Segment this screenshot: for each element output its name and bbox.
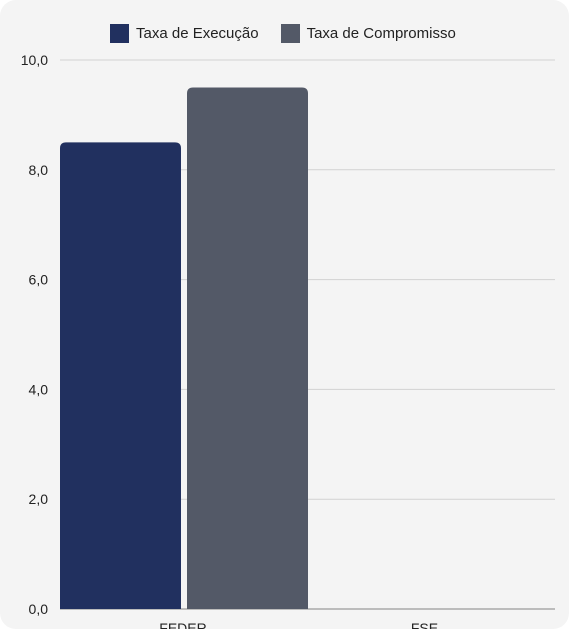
category-label-fse: FSE [411,620,438,629]
legend-label-compromisso: Taxa de Compromisso [306,25,456,42]
legend-item-execucao: Taxa de Execução [110,24,259,43]
chart-legend: Taxa de Execução Taxa de Compromisso [110,24,456,43]
y-tick-label: 4,0 [29,381,49,397]
y-tick-label: 0,0 [29,601,49,617]
legend-swatch-compromisso [280,24,300,43]
legend-label-execucao: Taxa de Execução [136,25,259,42]
bar-layer [60,87,308,609]
category-label-feder: FEDER [159,620,206,629]
tick-layer: 0,0 2,0 4,0 6,0 8,0 10,0 [21,52,48,617]
y-tick-label: 2,0 [29,491,49,507]
y-tick-label: 6,0 [29,272,49,288]
category-layer: FEDER FSE [159,620,438,629]
legend-item-compromisso: Taxa de Compromisso [280,24,456,43]
bar-feder-0 [60,142,181,609]
y-tick-label: 8,0 [29,162,49,178]
y-tick-label: 10,0 [21,52,48,68]
legend-swatch-execucao [110,24,129,43]
bar-feder-1 [187,87,308,609]
